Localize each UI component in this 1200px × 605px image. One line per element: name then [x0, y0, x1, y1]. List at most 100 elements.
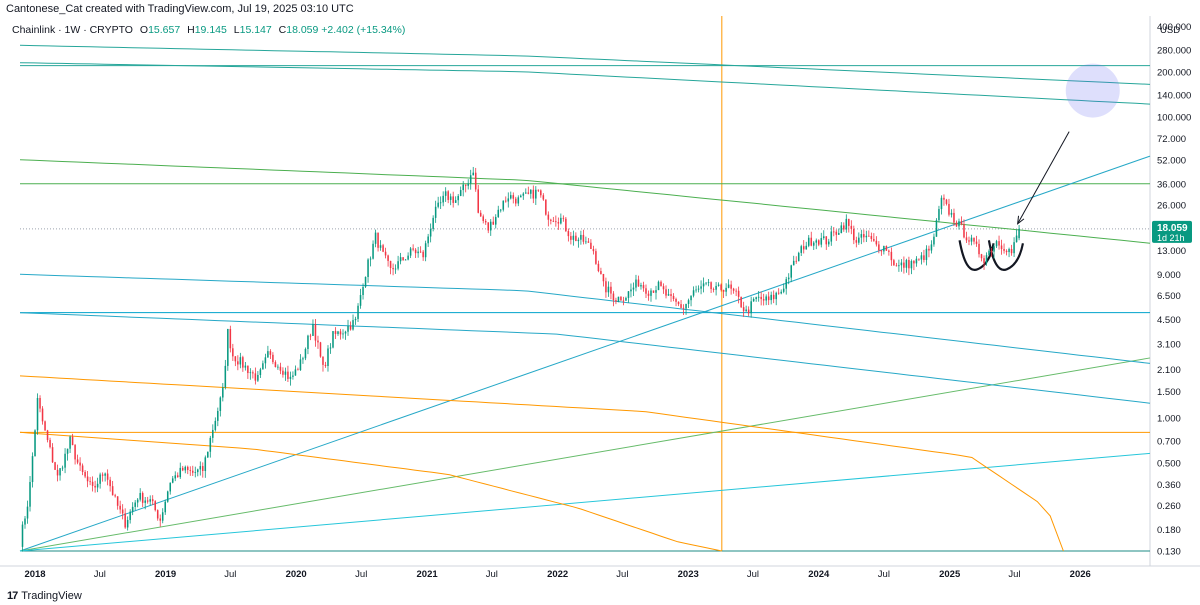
candle-body [577, 239, 580, 242]
candle-body [700, 286, 702, 289]
candle-body [780, 291, 782, 294]
candle-body [535, 189, 537, 199]
target-circle [1065, 63, 1120, 118]
price-tick-label: 26.000 [1157, 201, 1186, 212]
candle-body [1000, 245, 1003, 250]
arrow-line [1017, 131, 1070, 225]
candle-body [507, 198, 510, 202]
candle-body [695, 289, 697, 291]
candle-body [334, 331, 337, 334]
candle-body [797, 252, 800, 262]
price-tick-label: 1.500 [1157, 387, 1181, 398]
candle-body [474, 172, 477, 190]
candle-body [242, 357, 244, 368]
candle-body [620, 296, 622, 301]
candle-body [26, 506, 29, 519]
candle-body [21, 524, 24, 547]
candle-body [194, 472, 197, 473]
time-tick-label: Jul [616, 569, 628, 580]
candle-body [990, 250, 993, 252]
candle-body [104, 473, 106, 476]
candle-body [612, 293, 615, 301]
candle-body [307, 335, 309, 349]
candle-body [482, 216, 485, 221]
candle-body [600, 271, 602, 275]
candle-body [264, 357, 267, 364]
candle-body [237, 361, 239, 365]
candle-body [560, 217, 562, 224]
candle-body [262, 363, 264, 370]
candle-body [247, 365, 249, 374]
candle-body [888, 250, 890, 252]
candle-body [657, 281, 660, 291]
candle-body [469, 175, 472, 184]
candle-body [399, 257, 402, 262]
candle-body [955, 222, 958, 227]
price-tick-label: 0.500 [1157, 459, 1181, 470]
candle-body [51, 447, 54, 463]
candle-body [367, 259, 369, 278]
candle-body [735, 290, 737, 292]
candle-body [592, 249, 595, 252]
candle-body [883, 246, 885, 252]
candle-body [590, 242, 592, 250]
candle-body [444, 191, 447, 196]
price-tick-label: 52.000 [1157, 155, 1186, 166]
candle-body [339, 331, 342, 335]
candle-body [542, 195, 545, 200]
candle-body [988, 250, 990, 256]
candle-body [702, 283, 705, 287]
candle-body [985, 255, 988, 264]
trend-line-9 [19, 452, 1151, 552]
candle-body [489, 221, 492, 231]
candle-body [224, 365, 227, 388]
candle-body [1005, 250, 1008, 253]
trend-line-7 [19, 155, 1151, 552]
change-value: +2.402 (+15.34%) [321, 24, 406, 36]
candle-body [622, 300, 625, 302]
candle-body [494, 217, 497, 225]
candle-body [928, 248, 930, 251]
candle-body [853, 228, 855, 241]
candle-body [685, 303, 687, 309]
candle-body [850, 225, 853, 229]
candle-body [417, 251, 419, 254]
candle-body [179, 467, 182, 478]
candle-body [61, 467, 64, 469]
candle-body [447, 191, 449, 200]
candle-body [364, 277, 367, 287]
candle-body [617, 296, 620, 302]
close-label: C [278, 24, 287, 36]
candle-body [950, 212, 953, 215]
candle-body [807, 237, 810, 246]
candle-body [402, 257, 404, 261]
candle-body [322, 356, 324, 365]
candle-body [978, 243, 980, 255]
candle-body [682, 307, 685, 309]
symbol-name: Chainlink · 1W · CRYPTO [12, 24, 133, 36]
candle-body [710, 282, 712, 290]
candle-body [111, 486, 114, 496]
candle-body [677, 301, 680, 305]
candle-body [812, 242, 815, 246]
candle-body [825, 236, 828, 245]
candle-body [332, 331, 334, 348]
candle-body [31, 456, 34, 483]
candle-body [279, 366, 282, 371]
candle-body [354, 318, 357, 321]
candle-body [970, 237, 973, 242]
candle-body [745, 309, 747, 312]
time-tick-label: Jul [1008, 569, 1020, 580]
candle-body [272, 354, 274, 363]
time-tick-label: 2024 [808, 569, 830, 580]
chart-credit: Cantonese_Cat created with TradingView.c… [6, 3, 354, 15]
candle-body [382, 245, 384, 252]
candle-body [938, 209, 940, 221]
candle-body [515, 198, 517, 204]
candle-body [377, 232, 379, 248]
price-tick-label: 400.000 [1157, 22, 1191, 33]
candle-body [848, 218, 850, 226]
candle-body [782, 288, 785, 292]
candle-body [963, 224, 965, 238]
